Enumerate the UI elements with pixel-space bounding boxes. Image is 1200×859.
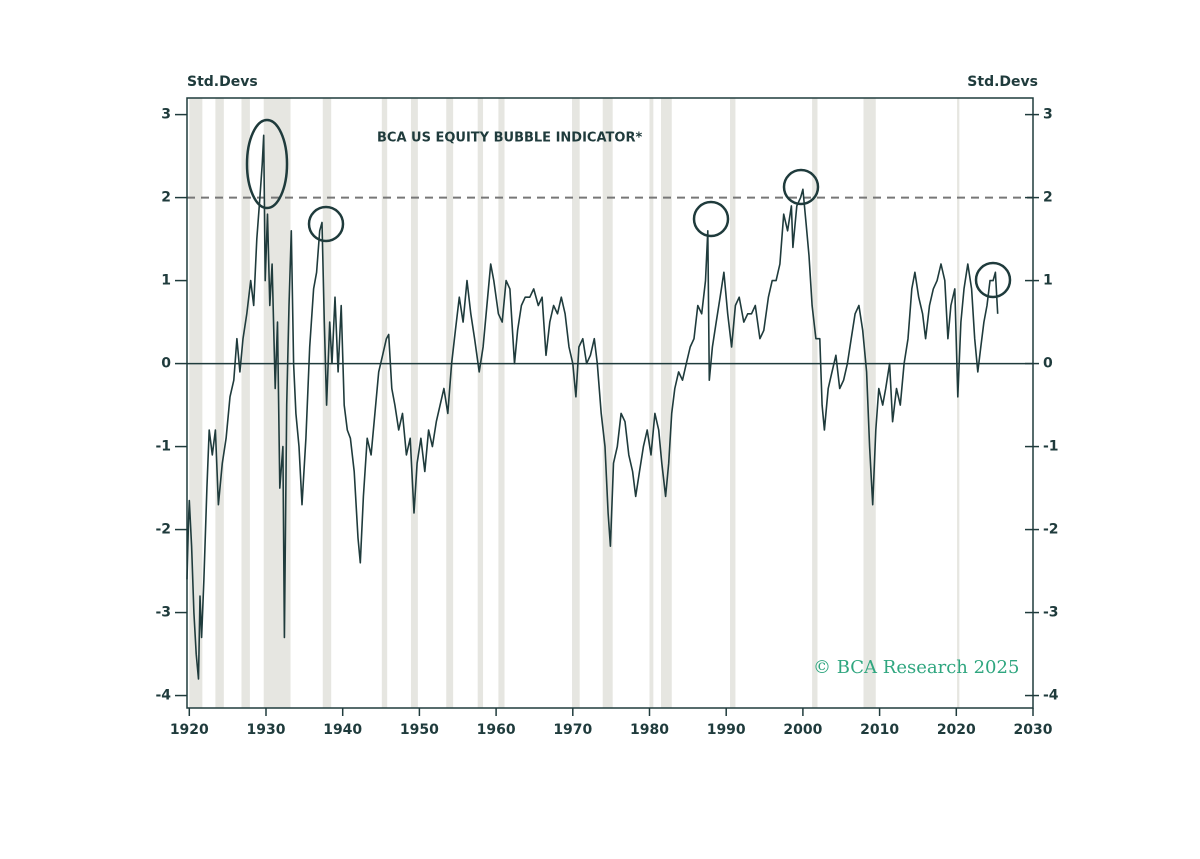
y-tick-label: 3 xyxy=(161,107,171,123)
highlight-circle xyxy=(307,205,345,243)
x-tick-label: 1990 xyxy=(707,722,746,738)
y2-tick-label: 1 xyxy=(1043,273,1053,289)
chart-title: BCA US EQUITY BUBBLE INDICATOR* xyxy=(377,131,642,146)
y-axis-label: Std.Devs xyxy=(187,74,258,90)
recession-band xyxy=(241,98,250,708)
data-line xyxy=(186,134,999,680)
x-tick-label: 1930 xyxy=(247,722,286,738)
highlight-circle xyxy=(782,168,820,206)
x-tick-label: 2030 xyxy=(1014,722,1053,738)
recession-band xyxy=(649,98,654,708)
y2-axis-label: Std.Devs xyxy=(967,74,1038,90)
recession-band xyxy=(410,98,418,708)
highlight-circle xyxy=(974,261,1012,299)
y2-tick-label: -1 xyxy=(1043,439,1059,455)
y-tick-label: 0 xyxy=(161,356,171,372)
y2-tick-label: -2 xyxy=(1043,522,1059,538)
recession-band xyxy=(215,98,224,708)
recession-band xyxy=(812,98,818,708)
y2-tick-label: 2 xyxy=(1043,190,1053,206)
y2-tick-label: -3 xyxy=(1043,605,1059,621)
x-tick-label: 1980 xyxy=(630,722,669,738)
recession-band xyxy=(498,98,505,708)
x-tick-label: 1920 xyxy=(170,722,209,738)
x-tick-label: 1950 xyxy=(400,722,439,738)
y2-tick-label: -4 xyxy=(1043,688,1059,704)
x-tick-label: 1970 xyxy=(553,722,592,738)
watermark: © BCA Research 2025 xyxy=(813,657,1019,678)
x-tick-label: 1960 xyxy=(477,722,516,738)
plot-area xyxy=(186,98,1033,708)
y-tick-label: -3 xyxy=(155,605,171,621)
y2-tick-label: 3 xyxy=(1043,107,1053,123)
recession-band xyxy=(477,98,484,708)
y2-tick-label: 0 xyxy=(1043,356,1053,372)
recession-band xyxy=(730,98,736,708)
recession-band xyxy=(572,98,580,708)
y-tick-label: -1 xyxy=(155,439,171,455)
recession-band xyxy=(661,98,672,708)
recession-band xyxy=(381,98,388,708)
x-tick-label: 2010 xyxy=(860,722,899,738)
recession-band xyxy=(863,98,876,708)
y-tick-label: -4 xyxy=(155,688,171,704)
recession-band xyxy=(602,98,613,708)
highlight-circle xyxy=(692,200,730,238)
x-tick-label: 1940 xyxy=(323,722,362,738)
recession-band xyxy=(446,98,454,708)
y-tick-label: -2 xyxy=(155,522,171,538)
y-tick-label: 2 xyxy=(161,190,171,206)
x-tick-label: 2020 xyxy=(937,722,976,738)
y-tick-label: 1 xyxy=(161,273,171,289)
recession-band xyxy=(957,98,960,708)
highlight-circle xyxy=(245,118,289,210)
x-tick-label: 2000 xyxy=(783,722,822,738)
plot-frame xyxy=(186,97,1034,709)
